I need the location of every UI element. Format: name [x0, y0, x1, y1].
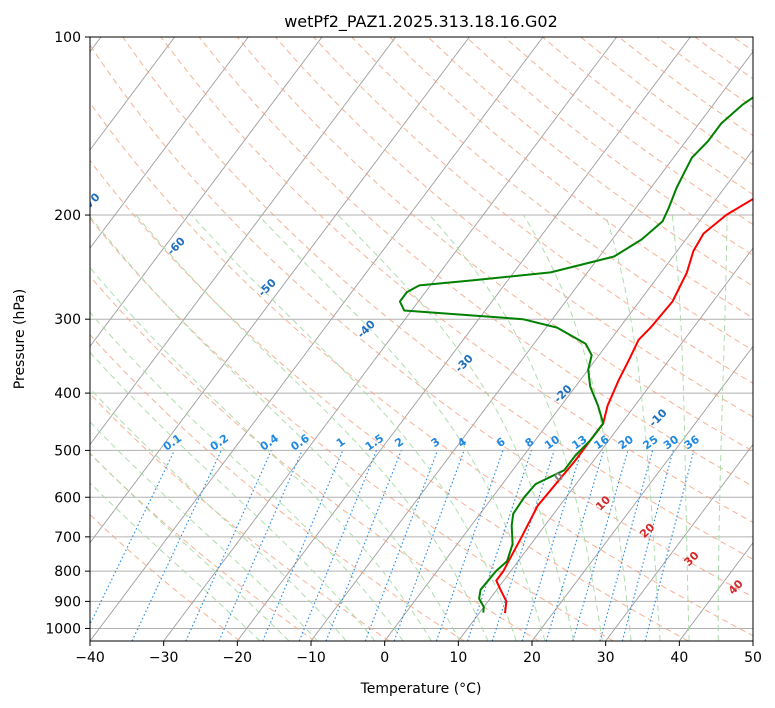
x-tick-label: 10 — [449, 650, 467, 666]
mixing-ratio-line — [185, 450, 272, 641]
mixing-ratio-line — [644, 450, 695, 641]
dry-adiabat-line — [313, 37, 753, 384]
moist-adiabat-line — [90, 482, 261, 641]
mixing-ratio-line — [393, 450, 465, 641]
x-tick-label: −10 — [296, 650, 326, 666]
isotherm-line — [310, 50, 753, 641]
mixing-ratio-line — [572, 450, 629, 641]
x-tick-label: 0 — [380, 650, 389, 666]
y-tick-label: 500 — [54, 443, 81, 459]
isotherm-line — [163, 37, 618, 641]
y-axis-label: Pressure (hPa) — [12, 289, 28, 389]
moist-adiabat-line — [671, 214, 690, 641]
plot-area-background — [90, 37, 753, 641]
isotherm-line — [90, 37, 176, 151]
mixing-ratio-line — [90, 450, 175, 626]
y-tick-label: 100 — [54, 30, 81, 46]
moist-adiabat-line — [522, 214, 632, 641]
dry-adiabat-line — [90, 334, 465, 641]
y-tick-label: 800 — [54, 564, 81, 580]
mixing-ratio-line — [435, 450, 504, 641]
dewpoint-profile-line — [398, 96, 753, 613]
moist-adiabat-line — [90, 215, 461, 641]
profile-layer — [398, 96, 753, 614]
dry-adiabat-line — [351, 37, 753, 351]
dry-adiabat-line — [90, 44, 753, 598]
x-axis-label: Temperature (°C) — [360, 681, 482, 697]
isotherm-line — [90, 37, 249, 249]
x-tick-label: −40 — [75, 650, 105, 666]
isotherm-line — [531, 345, 753, 641]
dry-adiabat-line — [160, 37, 753, 524]
moist-adiabat-line — [429, 214, 603, 641]
y-tick-label: 700 — [54, 530, 81, 546]
x-tick-label: 30 — [597, 650, 615, 666]
x-tick-label: 40 — [670, 650, 688, 666]
mixing-ratio-line — [131, 450, 222, 641]
moist-adiabat-line — [90, 311, 404, 641]
x-tick-label: 20 — [523, 650, 541, 666]
mixing-ratio-line — [491, 450, 555, 641]
dry-adiabat-line — [122, 37, 753, 560]
dry-adiabat-line — [90, 275, 540, 641]
y-tick-label: 400 — [54, 386, 81, 402]
isotherm-line — [236, 37, 691, 641]
mixing-ratio-line — [262, 450, 344, 641]
dry-adiabat-line — [389, 37, 753, 319]
isotherm-line — [457, 247, 753, 641]
y-tick-label: 300 — [54, 312, 81, 328]
isotherm-line — [605, 443, 753, 641]
mixing-ratio-line — [621, 450, 674, 641]
moist-adiabat-line — [90, 421, 319, 641]
dry-adiabat-line — [90, 453, 315, 641]
isotherm-line — [90, 37, 323, 348]
plot-frame — [89, 36, 754, 642]
axis-ticks: −40 −30 −20 −10 0 10 20 30 40 50 100 200 300 400 500 60… — [45, 30, 762, 666]
moist-adiabat-line — [337, 214, 575, 641]
dry-adiabat-line — [90, 393, 390, 641]
mixing-ratio-line — [218, 450, 303, 641]
moist-adiabat-line — [257, 214, 546, 641]
isotherm-line — [384, 149, 753, 641]
dry-adiabat-line — [90, 102, 753, 637]
mixing-ratio-line — [599, 450, 654, 641]
x-tick-label: −30 — [149, 650, 179, 666]
mixing-ratio-line — [466, 450, 532, 641]
y-tick-label: 900 — [54, 594, 81, 610]
isotherm-line — [90, 37, 544, 641]
mixing-ratio-line — [521, 450, 583, 641]
mixing-ratio-line — [545, 450, 605, 641]
y-tick-label: 600 — [54, 490, 81, 506]
temperature-profile-line — [495, 197, 753, 614]
moist-adiabat-line — [717, 215, 728, 641]
isotherm-line — [90, 37, 397, 446]
moist-adiabat-line — [90, 452, 290, 641]
moist-adiabat-line — [90, 266, 432, 641]
moist-adiabat-line — [135, 214, 489, 641]
x-tick-label: −20 — [223, 650, 253, 666]
dry-adiabat-line — [90, 159, 689, 641]
moist-adiabat-line — [90, 387, 347, 641]
isotherm-line — [90, 37, 470, 544]
y-tick-label: 1000 — [45, 621, 81, 637]
chart-title: wetPf2_PAZ1.2025.313.18.16.G02 — [284, 12, 558, 32]
y-tick-label: 200 — [54, 208, 81, 224]
moist-adiabat-line — [605, 214, 661, 641]
x-tick-label: 50 — [744, 650, 762, 666]
